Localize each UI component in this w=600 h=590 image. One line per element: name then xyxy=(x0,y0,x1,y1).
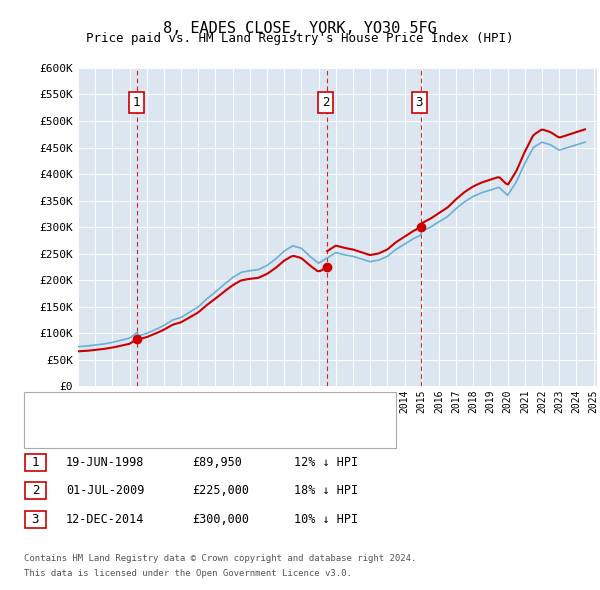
FancyBboxPatch shape xyxy=(25,483,46,499)
Text: 8, EADES CLOSE, YORK, YO30 5FG (detached house): 8, EADES CLOSE, YORK, YO30 5FG (detached… xyxy=(57,403,351,413)
Text: —: — xyxy=(36,399,53,417)
Text: 3: 3 xyxy=(416,96,423,109)
FancyBboxPatch shape xyxy=(25,454,46,471)
FancyBboxPatch shape xyxy=(25,511,46,527)
Text: 19-JUN-1998: 19-JUN-1998 xyxy=(66,456,145,469)
Text: 1: 1 xyxy=(32,456,39,469)
Text: 2: 2 xyxy=(32,484,39,497)
Text: 12-DEC-2014: 12-DEC-2014 xyxy=(66,513,145,526)
Text: 2: 2 xyxy=(322,96,329,109)
Text: Contains HM Land Registry data © Crown copyright and database right 2024.: Contains HM Land Registry data © Crown c… xyxy=(24,555,416,563)
Text: 10% ↓ HPI: 10% ↓ HPI xyxy=(294,513,358,526)
Text: 1: 1 xyxy=(133,96,140,109)
Text: HPI: Average price, detached house, York: HPI: Average price, detached house, York xyxy=(57,430,307,440)
Text: 8, EADES CLOSE, YORK, YO30 5FG: 8, EADES CLOSE, YORK, YO30 5FG xyxy=(163,21,437,35)
Text: 12% ↓ HPI: 12% ↓ HPI xyxy=(294,456,358,469)
Text: £300,000: £300,000 xyxy=(192,513,249,526)
Text: £89,950: £89,950 xyxy=(192,456,242,469)
Text: Price paid vs. HM Land Registry's House Price Index (HPI): Price paid vs. HM Land Registry's House … xyxy=(86,32,514,45)
Text: 18% ↓ HPI: 18% ↓ HPI xyxy=(294,484,358,497)
Text: 3: 3 xyxy=(32,513,39,526)
Text: —: — xyxy=(36,425,53,444)
Text: This data is licensed under the Open Government Licence v3.0.: This data is licensed under the Open Gov… xyxy=(24,569,352,578)
Text: £225,000: £225,000 xyxy=(192,484,249,497)
Text: 01-JUL-2009: 01-JUL-2009 xyxy=(66,484,145,497)
